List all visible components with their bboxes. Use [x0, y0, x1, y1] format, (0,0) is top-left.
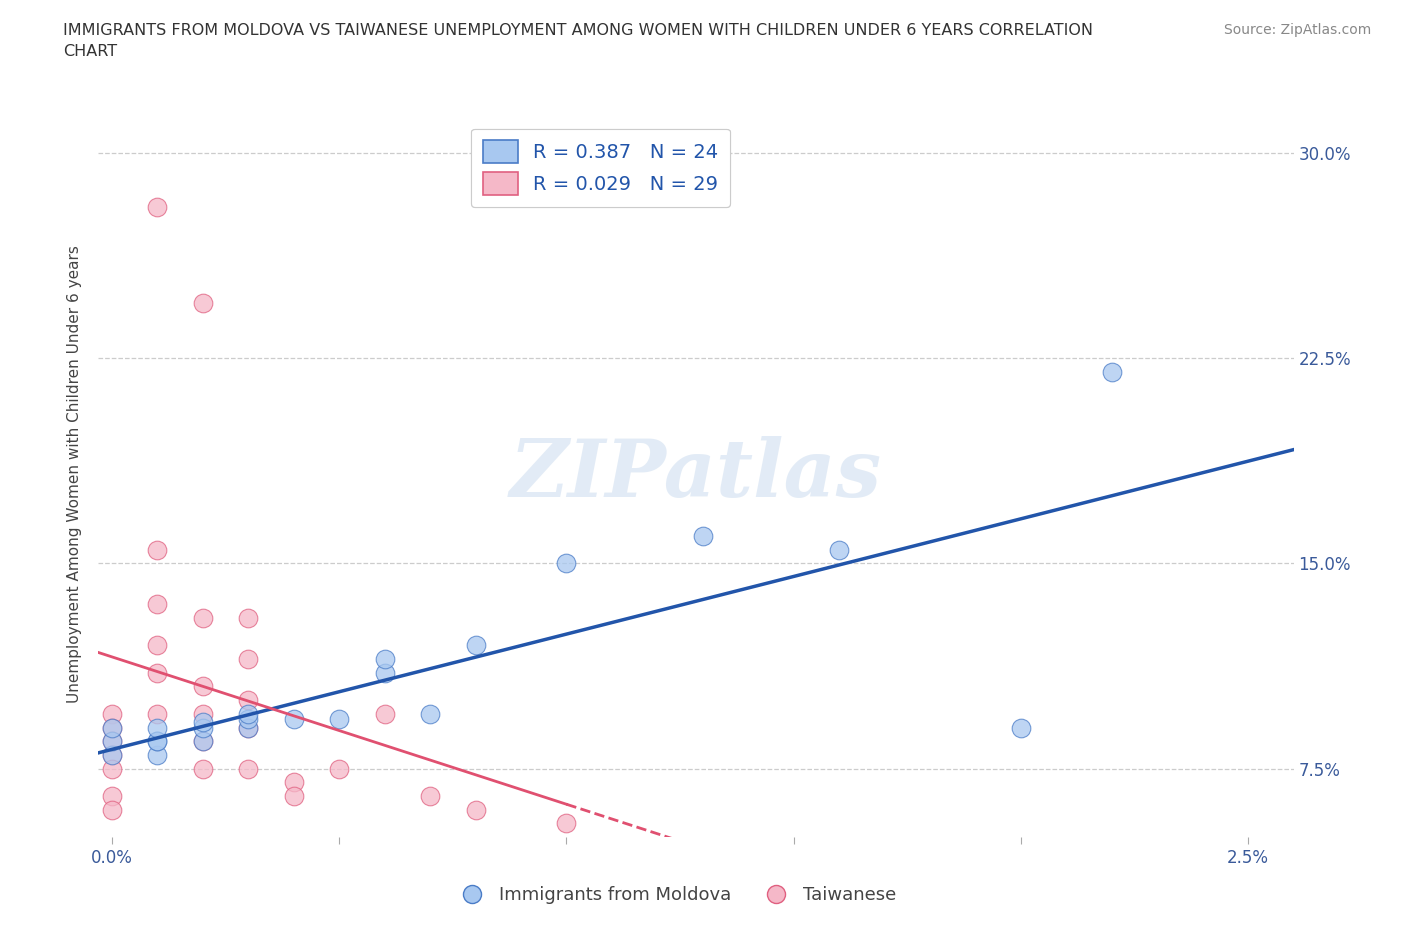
- Point: [101, 707, 124, 722]
- Point: [238, 720, 260, 735]
- Point: [101, 734, 124, 749]
- Point: [101, 789, 124, 804]
- Text: ZIPatlas: ZIPatlas: [510, 435, 882, 513]
- Point: [238, 711, 260, 726]
- Point: [191, 761, 214, 776]
- Point: [828, 542, 851, 557]
- Point: [146, 200, 169, 215]
- Point: [328, 761, 350, 776]
- Point: [283, 711, 305, 726]
- Point: [464, 803, 486, 817]
- Point: [191, 611, 214, 626]
- Y-axis label: Unemployment Among Women with Children Under 6 years: Unemployment Among Women with Children U…: [67, 246, 83, 703]
- Point: [191, 734, 214, 749]
- Point: [283, 775, 305, 790]
- Point: [283, 789, 305, 804]
- Point: [328, 711, 350, 726]
- Point: [191, 720, 214, 735]
- Point: [146, 707, 169, 722]
- Point: [101, 803, 124, 817]
- Point: [238, 761, 260, 776]
- Point: [146, 597, 169, 612]
- Point: [692, 528, 714, 543]
- Point: [146, 638, 169, 653]
- Point: [191, 707, 214, 722]
- Point: [146, 734, 169, 749]
- Point: [555, 816, 578, 830]
- Legend: Immigrants from Moldova, Taiwanese: Immigrants from Moldova, Taiwanese: [446, 879, 904, 911]
- Point: [374, 652, 396, 667]
- Point: [146, 748, 169, 763]
- Point: [374, 665, 396, 680]
- Point: [146, 542, 169, 557]
- Text: IMMIGRANTS FROM MOLDOVA VS TAIWANESE UNEMPLOYMENT AMONG WOMEN WITH CHILDREN UNDE: IMMIGRANTS FROM MOLDOVA VS TAIWANESE UNE…: [63, 23, 1094, 60]
- Point: [101, 720, 124, 735]
- Point: [238, 652, 260, 667]
- Point: [146, 720, 169, 735]
- Point: [464, 638, 486, 653]
- Point: [191, 734, 214, 749]
- Point: [191, 679, 214, 694]
- Point: [101, 748, 124, 763]
- Point: [101, 734, 124, 749]
- Point: [191, 296, 214, 311]
- Point: [101, 748, 124, 763]
- Point: [191, 714, 214, 729]
- Point: [101, 761, 124, 776]
- Point: [146, 734, 169, 749]
- Text: Source: ZipAtlas.com: Source: ZipAtlas.com: [1223, 23, 1371, 37]
- Point: [238, 720, 260, 735]
- Point: [1101, 365, 1123, 379]
- Point: [374, 707, 396, 722]
- Legend: R = 0.387   N = 24, R = 0.029   N = 29: R = 0.387 N = 24, R = 0.029 N = 29: [471, 128, 730, 206]
- Point: [419, 707, 441, 722]
- Point: [146, 665, 169, 680]
- Point: [238, 707, 260, 722]
- Point: [1010, 720, 1032, 735]
- Point: [238, 611, 260, 626]
- Point: [555, 556, 578, 571]
- Point: [419, 789, 441, 804]
- Point: [238, 693, 260, 708]
- Point: [101, 720, 124, 735]
